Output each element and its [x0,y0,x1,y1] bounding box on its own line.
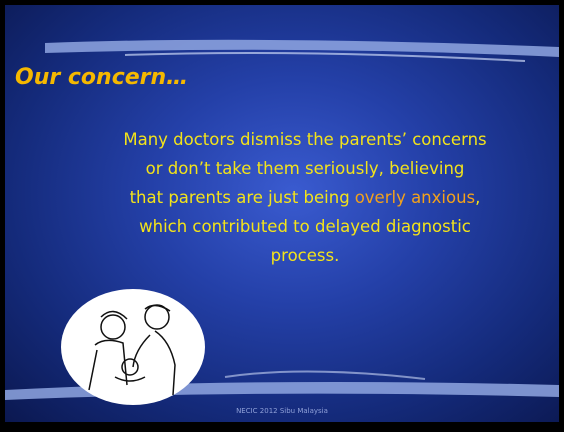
body-line: Many doctors dismiss the parents’ concer… [45,130,559,149]
body-line: process. [45,246,559,265]
slide: Our concern… Many doctors dismiss the pa… [5,5,559,422]
footer: NECIC 2012 Sibu Malaysia [5,407,559,415]
slide-title: Our concern… [15,65,188,90]
highlight-text: overly anxious [355,188,475,207]
body-text: that parents are just being [130,188,350,207]
body-line: which contributed to delayed diagnostic [45,217,559,236]
page: Our concern… Many doctors dismiss the pa… [0,5,564,432]
body-line: that parents are just being overly anxiou… [45,188,559,207]
body-line: or don’t take them seriously, believing [45,159,559,178]
body-text: , [475,188,480,207]
